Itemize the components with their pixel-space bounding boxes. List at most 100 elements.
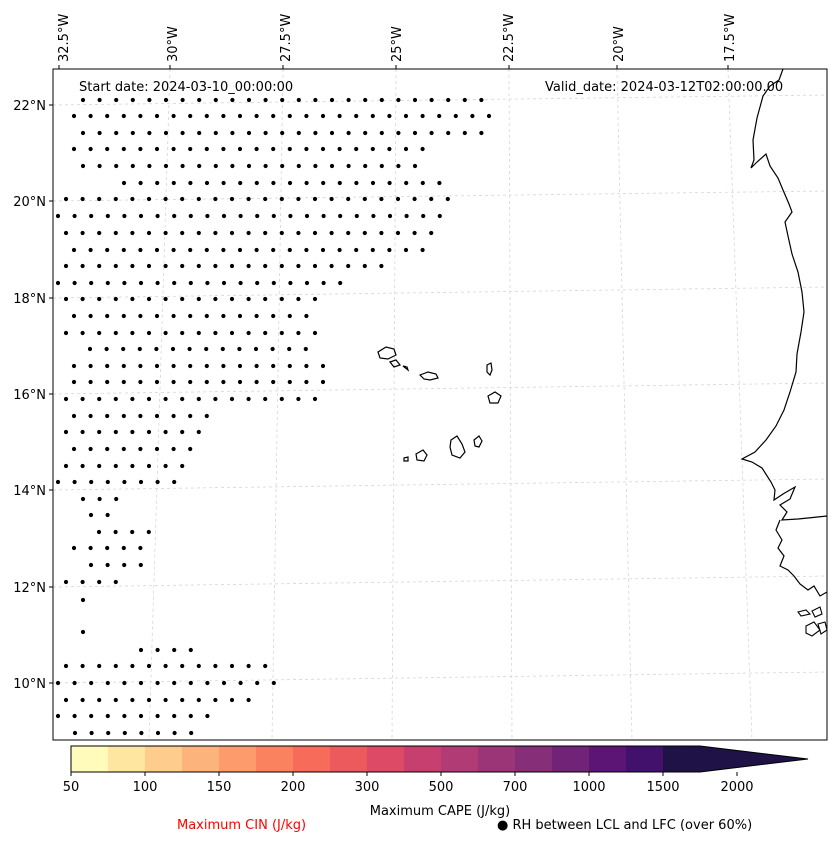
rh-dot: [263, 296, 268, 302]
rh-dot: [88, 446, 93, 452]
rh-dot: [138, 213, 144, 219]
rh-dot: [146, 330, 152, 336]
rh-dot: [287, 146, 292, 152]
rh-dot: [221, 280, 227, 286]
rh-dot: [346, 97, 351, 103]
colorbar-tick-label: 100: [133, 780, 158, 795]
rh-dot: [205, 280, 210, 286]
rh-dot: [163, 296, 168, 302]
colorbar-segment: [330, 746, 368, 772]
rh-dot: [196, 196, 201, 202]
rh-dot: [255, 680, 260, 686]
rh-dot: [271, 180, 276, 186]
rh-dot: [188, 680, 193, 686]
rh-dot: [63, 579, 69, 585]
rh-dot: [188, 363, 193, 369]
rh-dot: [63, 296, 69, 302]
rh-dot: [138, 180, 143, 186]
rh-dot: [197, 97, 202, 103]
rh-dot: [88, 247, 93, 253]
rh-dot: [429, 97, 434, 103]
rh-dot: [171, 413, 176, 419]
rh-dot: [171, 247, 176, 253]
rh-dot: [287, 313, 292, 319]
rh-dot: [237, 146, 243, 152]
rh-dot: [312, 330, 318, 336]
rh-dot: [312, 296, 318, 302]
rh-dot: [213, 296, 218, 302]
rh-dot: [229, 396, 235, 402]
rh-dot: [89, 730, 94, 736]
rh-dot: [138, 313, 143, 319]
rh-dot: [89, 280, 94, 286]
rh-dot: [122, 562, 127, 568]
rh-dot: [130, 429, 135, 435]
rh-dot: [229, 296, 235, 302]
rh-dot: [97, 163, 102, 169]
rh-dot: [138, 379, 143, 385]
rh-dot: [246, 663, 251, 669]
rh-dot: [337, 113, 342, 119]
rh-dot: [122, 213, 127, 219]
rh-dot: [403, 247, 409, 253]
rh-dot: [213, 230, 218, 236]
rh-dot: [246, 163, 252, 169]
rh-dot: [204, 247, 209, 253]
rh-dot: [154, 413, 160, 419]
rh-dot: [138, 479, 144, 485]
coast-detail-south: [775, 519, 828, 597]
rh-dot: [238, 213, 243, 219]
rh-dot: [88, 313, 93, 319]
rh-dot: [188, 413, 193, 419]
rh-dot: [163, 163, 169, 169]
rh-dot: [88, 146, 93, 152]
rh-dot: [412, 130, 418, 136]
rh-dot: [138, 713, 144, 719]
rh-dot: [337, 180, 342, 186]
rh-dot: [163, 663, 168, 669]
colorbar-tick-label: 300: [355, 780, 380, 795]
rh-dot: [121, 413, 126, 419]
rh-dot: [89, 680, 94, 686]
rh-dot: [146, 263, 152, 269]
rh-dot: [80, 629, 86, 635]
rh-dot: [312, 396, 318, 402]
graticule: [52, 68, 828, 741]
rh-dot: [130, 697, 135, 703]
rh-dot: [122, 730, 127, 736]
rh-dot: [263, 196, 268, 202]
rh-dot: [237, 247, 243, 253]
rh-dot: [55, 479, 61, 485]
rh-dot: [188, 446, 193, 452]
rh-dot: [130, 130, 135, 136]
rh-dot: [138, 545, 143, 551]
rh-dot: [63, 196, 69, 202]
rh-dot: [279, 196, 284, 202]
rh-dot: [146, 697, 152, 703]
rh-dot: [437, 180, 442, 186]
rh-dot: [180, 429, 185, 435]
rh-dot: [163, 196, 168, 202]
rh-dot: [229, 263, 235, 269]
rh-dot: [180, 230, 185, 236]
rh-dot: [237, 113, 243, 119]
rh-dot: [105, 512, 110, 518]
rh-dot: [163, 463, 168, 469]
rh-dot: [121, 545, 126, 551]
rh-dot: [88, 363, 93, 369]
lat-label: 22°N: [13, 99, 46, 114]
rh-dot: [105, 247, 110, 253]
rh-dot: [155, 180, 160, 186]
rh-dot: [113, 463, 118, 469]
rh-dot: [80, 697, 85, 703]
rh-dot: [113, 697, 118, 703]
lat-label: 12°N: [13, 581, 46, 596]
rh-dot: [220, 346, 225, 352]
rh-dot: [154, 313, 160, 319]
rh-dot: [379, 97, 384, 103]
rh-dot: [221, 113, 226, 119]
rh-dot: [237, 363, 243, 369]
rh-dot: [387, 180, 392, 186]
rh-dot: [246, 97, 252, 103]
rh-dot: [363, 163, 368, 169]
